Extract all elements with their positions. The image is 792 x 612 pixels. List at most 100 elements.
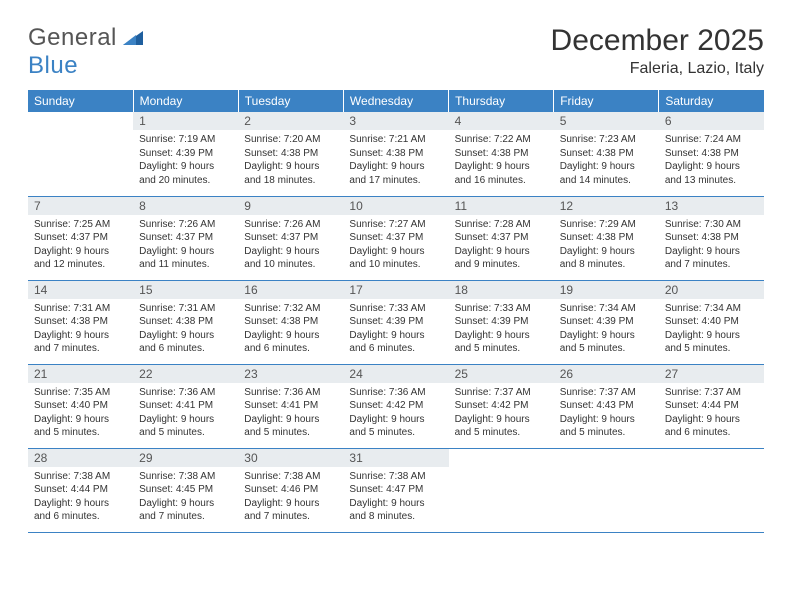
- daylight-text: Daylight: 9 hours and 7 minutes.: [665, 245, 758, 272]
- sunrise-text: Sunrise: 7:37 AM: [665, 386, 758, 400]
- sunset-text: Sunset: 4:39 PM: [455, 315, 548, 329]
- calendar-cell: 9Sunrise: 7:26 AMSunset: 4:37 PMDaylight…: [238, 196, 343, 280]
- calendar-cell: 23Sunrise: 7:36 AMSunset: 4:41 PMDayligh…: [238, 364, 343, 448]
- calendar-row: 21Sunrise: 7:35 AMSunset: 4:40 PMDayligh…: [28, 364, 764, 448]
- calendar-cell: 19Sunrise: 7:34 AMSunset: 4:39 PMDayligh…: [554, 280, 659, 364]
- day-number: 19: [554, 281, 659, 299]
- calendar-row: 28Sunrise: 7:38 AMSunset: 4:44 PMDayligh…: [28, 448, 764, 532]
- day-content: Sunrise: 7:32 AMSunset: 4:38 PMDaylight:…: [238, 299, 343, 360]
- day-content: Sunrise: 7:23 AMSunset: 4:38 PMDaylight:…: [554, 130, 659, 191]
- logo: GeneralBlue: [28, 24, 143, 80]
- day-content: Sunrise: 7:22 AMSunset: 4:38 PMDaylight:…: [449, 130, 554, 191]
- day-number: 24: [343, 365, 448, 383]
- sunset-text: Sunset: 4:42 PM: [349, 399, 442, 413]
- day-number: 16: [238, 281, 343, 299]
- day-content: Sunrise: 7:38 AMSunset: 4:44 PMDaylight:…: [28, 467, 133, 528]
- day-number: 27: [659, 365, 764, 383]
- daylight-text: Daylight: 9 hours and 14 minutes.: [560, 160, 653, 187]
- daylight-text: Daylight: 9 hours and 20 minutes.: [139, 160, 232, 187]
- day-content: Sunrise: 7:35 AMSunset: 4:40 PMDaylight:…: [28, 383, 133, 444]
- day-number: 18: [449, 281, 554, 299]
- day-content: Sunrise: 7:36 AMSunset: 4:41 PMDaylight:…: [133, 383, 238, 444]
- sunset-text: Sunset: 4:38 PM: [665, 231, 758, 245]
- daylight-text: Daylight: 9 hours and 8 minutes.: [349, 497, 442, 524]
- day-number: 3: [343, 112, 448, 130]
- day-number: 7: [28, 197, 133, 215]
- daylight-text: Daylight: 9 hours and 18 minutes.: [244, 160, 337, 187]
- sunrise-text: Sunrise: 7:31 AM: [34, 302, 127, 316]
- sunset-text: Sunset: 4:41 PM: [139, 399, 232, 413]
- day-content: Sunrise: 7:33 AMSunset: 4:39 PMDaylight:…: [343, 299, 448, 360]
- calendar-cell: 4Sunrise: 7:22 AMSunset: 4:38 PMDaylight…: [449, 112, 554, 196]
- day-content: Sunrise: 7:29 AMSunset: 4:38 PMDaylight:…: [554, 215, 659, 276]
- calendar-cell: [554, 448, 659, 532]
- sunrise-text: Sunrise: 7:33 AM: [349, 302, 442, 316]
- day-content: Sunrise: 7:38 AMSunset: 4:47 PMDaylight:…: [343, 467, 448, 528]
- day-content: Sunrise: 7:37 AMSunset: 4:44 PMDaylight:…: [659, 383, 764, 444]
- day-number: 29: [133, 449, 238, 467]
- location-text: Faleria, Lazio, Italy: [551, 60, 764, 78]
- day-content: Sunrise: 7:38 AMSunset: 4:45 PMDaylight:…: [133, 467, 238, 528]
- daylight-text: Daylight: 9 hours and 5 minutes.: [34, 413, 127, 440]
- day-content: Sunrise: 7:25 AMSunset: 4:37 PMDaylight:…: [28, 215, 133, 276]
- day-content: Sunrise: 7:33 AMSunset: 4:39 PMDaylight:…: [449, 299, 554, 360]
- day-content: Sunrise: 7:37 AMSunset: 4:43 PMDaylight:…: [554, 383, 659, 444]
- calendar-cell: 21Sunrise: 7:35 AMSunset: 4:40 PMDayligh…: [28, 364, 133, 448]
- calendar-cell: 12Sunrise: 7:29 AMSunset: 4:38 PMDayligh…: [554, 196, 659, 280]
- sunset-text: Sunset: 4:47 PM: [349, 483, 442, 497]
- calendar-cell: 18Sunrise: 7:33 AMSunset: 4:39 PMDayligh…: [449, 280, 554, 364]
- sunrise-text: Sunrise: 7:30 AM: [665, 218, 758, 232]
- sunset-text: Sunset: 4:38 PM: [665, 147, 758, 161]
- sunrise-text: Sunrise: 7:36 AM: [349, 386, 442, 400]
- day-header: Wednesday: [343, 90, 448, 112]
- calendar-cell: 16Sunrise: 7:32 AMSunset: 4:38 PMDayligh…: [238, 280, 343, 364]
- calendar-cell: 2Sunrise: 7:20 AMSunset: 4:38 PMDaylight…: [238, 112, 343, 196]
- page-title: December 2025: [551, 24, 764, 58]
- calendar-cell: 24Sunrise: 7:36 AMSunset: 4:42 PMDayligh…: [343, 364, 448, 448]
- day-header-row: Sunday Monday Tuesday Wednesday Thursday…: [28, 90, 764, 112]
- sunrise-text: Sunrise: 7:38 AM: [34, 470, 127, 484]
- daylight-text: Daylight: 9 hours and 6 minutes.: [139, 329, 232, 356]
- daylight-text: Daylight: 9 hours and 6 minutes.: [244, 329, 337, 356]
- sunrise-text: Sunrise: 7:35 AM: [34, 386, 127, 400]
- calendar-cell: 15Sunrise: 7:31 AMSunset: 4:38 PMDayligh…: [133, 280, 238, 364]
- calendar-cell: 20Sunrise: 7:34 AMSunset: 4:40 PMDayligh…: [659, 280, 764, 364]
- sunset-text: Sunset: 4:39 PM: [560, 315, 653, 329]
- daylight-text: Daylight: 9 hours and 16 minutes.: [455, 160, 548, 187]
- day-header: Tuesday: [238, 90, 343, 112]
- day-content: Sunrise: 7:37 AMSunset: 4:42 PMDaylight:…: [449, 383, 554, 444]
- day-number: 11: [449, 197, 554, 215]
- sunset-text: Sunset: 4:43 PM: [560, 399, 653, 413]
- sunrise-text: Sunrise: 7:32 AM: [244, 302, 337, 316]
- sunrise-text: Sunrise: 7:29 AM: [560, 218, 653, 232]
- day-header: Monday: [133, 90, 238, 112]
- daylight-text: Daylight: 9 hours and 5 minutes.: [139, 413, 232, 440]
- sunset-text: Sunset: 4:38 PM: [244, 147, 337, 161]
- sunset-text: Sunset: 4:40 PM: [34, 399, 127, 413]
- calendar-cell: 13Sunrise: 7:30 AMSunset: 4:38 PMDayligh…: [659, 196, 764, 280]
- sunrise-text: Sunrise: 7:38 AM: [139, 470, 232, 484]
- sunset-text: Sunset: 4:37 PM: [455, 231, 548, 245]
- daylight-text: Daylight: 9 hours and 5 minutes.: [455, 413, 548, 440]
- sunrise-text: Sunrise: 7:37 AM: [455, 386, 548, 400]
- day-content: Sunrise: 7:36 AMSunset: 4:41 PMDaylight:…: [238, 383, 343, 444]
- daylight-text: Daylight: 9 hours and 10 minutes.: [244, 245, 337, 272]
- sunrise-text: Sunrise: 7:38 AM: [244, 470, 337, 484]
- sunset-text: Sunset: 4:39 PM: [139, 147, 232, 161]
- day-number: 22: [133, 365, 238, 383]
- daylight-text: Daylight: 9 hours and 5 minutes.: [560, 413, 653, 440]
- daylight-text: Daylight: 9 hours and 5 minutes.: [560, 329, 653, 356]
- daylight-text: Daylight: 9 hours and 6 minutes.: [34, 497, 127, 524]
- daylight-text: Daylight: 9 hours and 12 minutes.: [34, 245, 127, 272]
- calendar-cell: [659, 448, 764, 532]
- sunset-text: Sunset: 4:45 PM: [139, 483, 232, 497]
- sunrise-text: Sunrise: 7:37 AM: [560, 386, 653, 400]
- calendar-cell: 27Sunrise: 7:37 AMSunset: 4:44 PMDayligh…: [659, 364, 764, 448]
- sunset-text: Sunset: 4:40 PM: [665, 315, 758, 329]
- calendar-cell: 1Sunrise: 7:19 AMSunset: 4:39 PMDaylight…: [133, 112, 238, 196]
- sunrise-text: Sunrise: 7:26 AM: [244, 218, 337, 232]
- sunset-text: Sunset: 4:38 PM: [34, 315, 127, 329]
- sunrise-text: Sunrise: 7:27 AM: [349, 218, 442, 232]
- calendar-cell: [449, 448, 554, 532]
- day-number: 26: [554, 365, 659, 383]
